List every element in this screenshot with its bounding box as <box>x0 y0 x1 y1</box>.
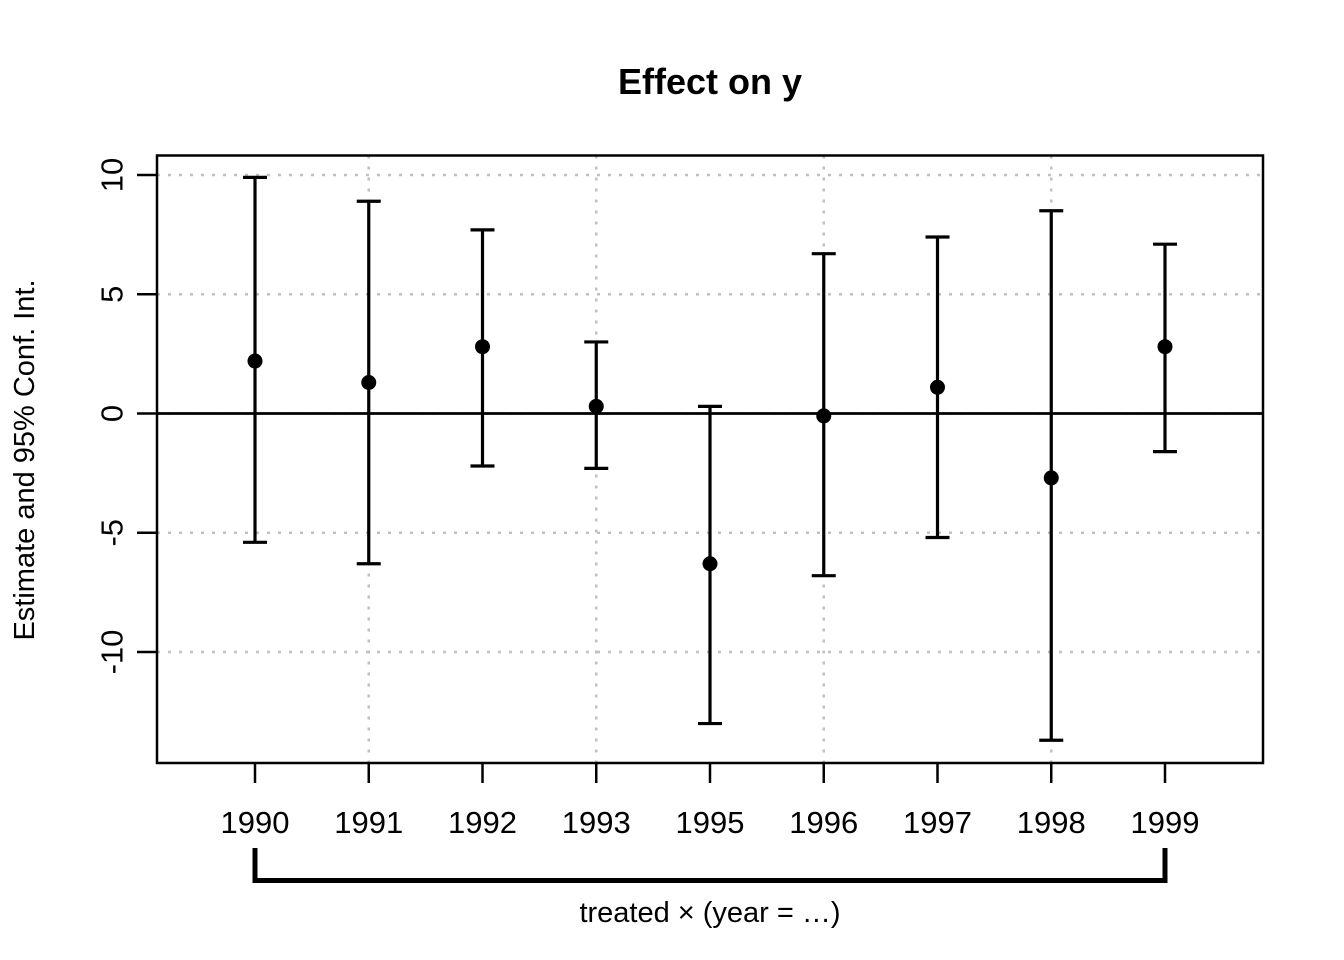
x-axis-bracket <box>252 848 1168 883</box>
y-axis: 10 5 0 -5 -10 <box>95 158 157 675</box>
y-tick-label: 0 <box>95 405 130 422</box>
x-tick-label: 1995 <box>676 805 745 840</box>
data-point <box>475 339 490 355</box>
x-tick-label: 1992 <box>448 805 517 840</box>
x-tick-label: 1996 <box>789 805 858 840</box>
y-tick-label: -10 <box>95 630 130 675</box>
data-series <box>243 175 1177 742</box>
data-point <box>1157 339 1173 355</box>
y-tick-label: -5 <box>95 519 130 547</box>
y-tick-label: 10 <box>95 158 130 192</box>
chart-title: Effect on y <box>618 61 802 102</box>
data-point <box>247 353 263 369</box>
x-tick-label: 1991 <box>334 805 403 840</box>
x-axis: 1990 1991 1992 1993 1995 1996 1997 1998 1999 <box>221 763 1200 840</box>
x-tick-label: 1999 <box>1131 805 1200 840</box>
x-tick-label: 1997 <box>903 805 972 840</box>
data-point <box>930 379 945 395</box>
y-tick-label: 5 <box>95 286 130 303</box>
data-point <box>361 374 377 390</box>
data-point <box>816 408 832 424</box>
y-axis-title: Estimate and 95% Conf. Int. <box>9 279 41 640</box>
x-tick-label: 1998 <box>1017 805 1086 840</box>
data-point <box>1043 470 1059 486</box>
data-point <box>588 398 604 414</box>
x-axis-title: treated × (year = …) <box>579 897 840 929</box>
x-tick-label: 1993 <box>562 805 631 840</box>
data-point <box>702 556 718 572</box>
x-tick-label: 1990 <box>221 805 290 840</box>
